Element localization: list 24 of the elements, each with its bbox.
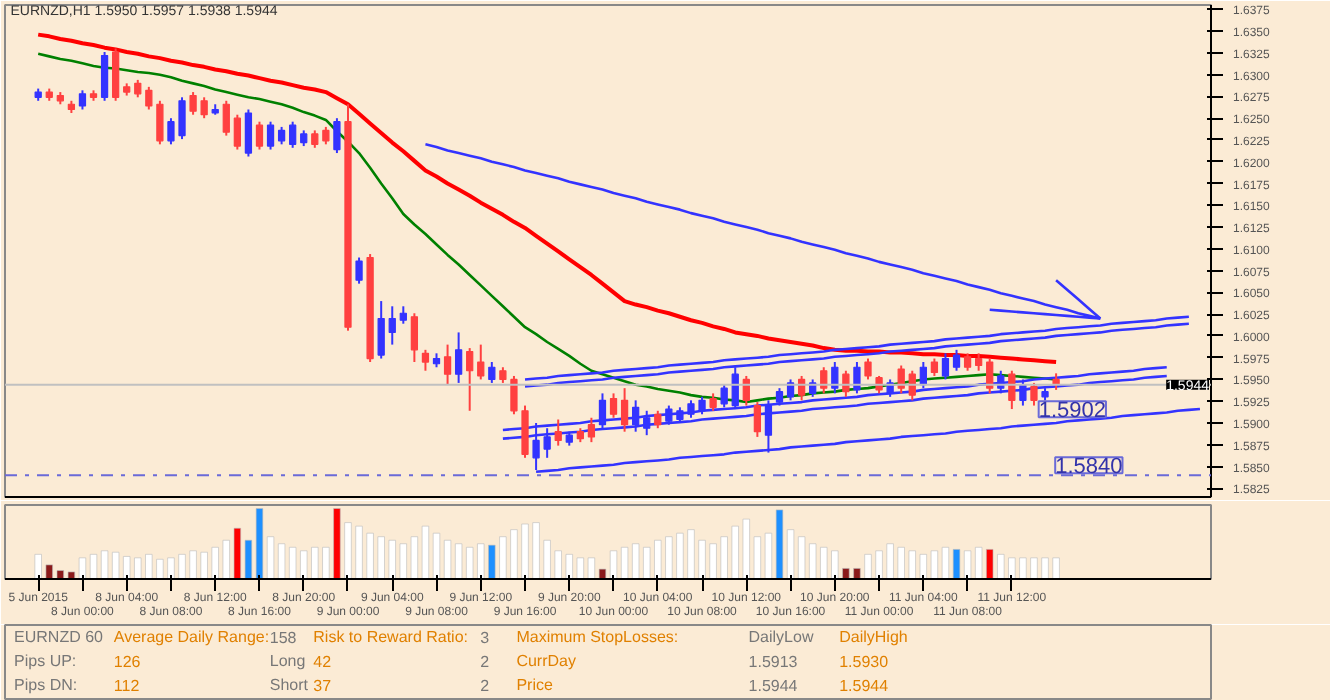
- text: Pips UP:: [14, 652, 77, 670]
- text: 158: [269, 629, 298, 647]
- text: Risk to Reward Ratio:: [313, 628, 469, 646]
- text: Price: [516, 676, 554, 694]
- text: Long: [269, 652, 306, 670]
- text: 3: [480, 629, 491, 647]
- text: 1.5930: [839, 653, 890, 671]
- text: EURNZD 60: [14, 628, 105, 646]
- text: DailyLow: [748, 628, 814, 646]
- text: CurrDay: [516, 652, 576, 670]
- text: 42: [313, 653, 333, 671]
- text: DailyHigh: [839, 628, 908, 646]
- text: Short: [269, 676, 310, 694]
- text: Average Daily Range:: [113, 628, 270, 646]
- text: 112: [113, 677, 141, 695]
- text: Maximum StopLosses:: [516, 628, 679, 646]
- text: 126: [113, 653, 142, 671]
- text: 1.5913: [748, 653, 799, 671]
- text: 2: [480, 653, 491, 671]
- text: Pips DN:: [14, 676, 78, 694]
- text: 1.5944: [748, 677, 799, 695]
- text: 1.5944: [839, 677, 890, 695]
- text: 2: [480, 677, 491, 695]
- text: 37: [313, 677, 333, 695]
